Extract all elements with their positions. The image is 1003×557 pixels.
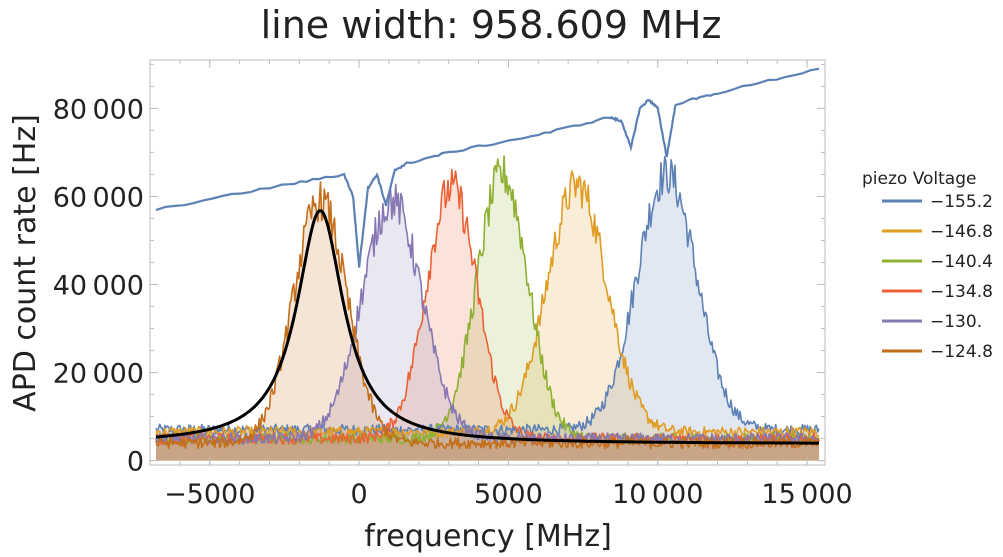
chart-title: line width: 958.609 MHz [261, 3, 722, 47]
legend: piezo Voltage −155.2 −146.8 −140.4 −134.8 −1… [862, 169, 993, 362]
legend-entry-1: −155.2 [930, 192, 993, 212]
series-fill-2 [156, 171, 819, 461]
x-tick-label: −5000 [164, 479, 255, 510]
y-tick-label: 20 000 [53, 359, 144, 390]
y-tick-label: 80 000 [53, 94, 144, 125]
x-axis-ticks: −5000 0 5000 10 000 15 000 [149, 60, 853, 510]
series-line-2 [155, 170, 820, 439]
legend-entry-5: −130. [930, 312, 982, 332]
series-line-5 [155, 183, 820, 445]
plot-area [155, 67, 820, 461]
y-tick-label: 0 [127, 447, 144, 478]
y-tick-label: 60 000 [53, 182, 144, 213]
y-axis-label: APD count rate [Hz] [8, 114, 43, 412]
series-fill-4 [156, 169, 819, 461]
fit-curve [155, 208, 819, 445]
legend-entry-6: −124.8 [930, 342, 993, 362]
legend-entry-3: −140.4 [930, 252, 993, 272]
legend-entry-2: −146.8 [930, 222, 993, 242]
legend-entry-4: −134.8 [930, 282, 993, 302]
legend-title: piezo Voltage [862, 169, 976, 189]
reference-scan [155, 67, 820, 268]
x-axis-label: frequency [MHz] [364, 519, 612, 554]
series-fill-1 [156, 156, 819, 461]
series-fill-3 [156, 155, 819, 461]
x-tick-label: 0 [350, 479, 367, 510]
y-axis-ticks: 0 20 000 40 000 60 000 80 000 [53, 63, 825, 478]
y-tick-label: 40 000 [53, 271, 144, 302]
series-fills [156, 155, 819, 461]
lorentzian-fit [155, 208, 819, 445]
series-line-6 [155, 181, 820, 450]
x-tick-label: 15 000 [761, 479, 852, 510]
x-tick-label: 5000 [474, 479, 543, 510]
x-tick-label: 10 000 [612, 479, 703, 510]
series-fill-6 [156, 181, 819, 461]
reference-scan-line [155, 67, 820, 268]
